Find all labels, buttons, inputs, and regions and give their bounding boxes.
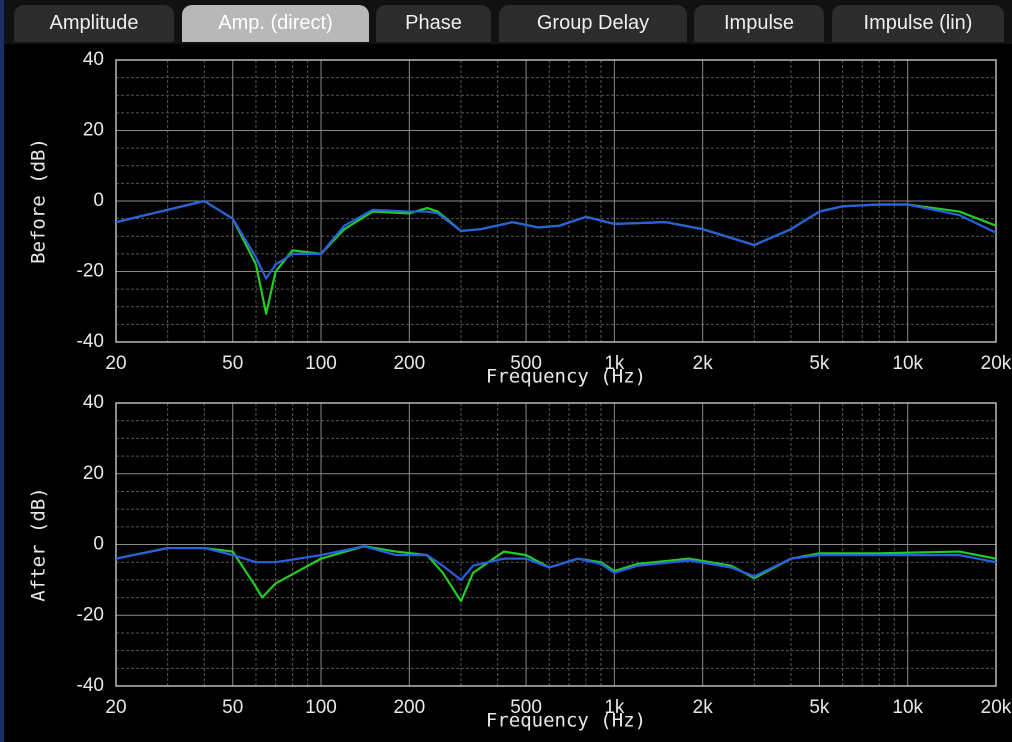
tab-bar: Amplitude Amp. (direct) Phase Group Delay Im… <box>4 0 1012 44</box>
x-axis-label: Frequency (Hz) <box>486 710 646 732</box>
y-tick-label: -40 <box>77 675 104 696</box>
x-tick-label: 20 <box>105 353 126 374</box>
x-tick-label: 20k <box>981 353 1012 374</box>
x-tick-label: 500 <box>510 697 542 718</box>
x-tick-label: 100 <box>305 353 337 374</box>
plot-border <box>115 402 997 687</box>
y-axis-label: After (dB) <box>28 487 50 601</box>
tab[interactable]: Group Delay <box>499 5 687 42</box>
y-tick-label: -20 <box>77 261 104 282</box>
y-tick-label: -40 <box>77 331 104 352</box>
x-tick-label: 50 <box>222 697 243 718</box>
x-tick-label: 1k <box>604 353 625 374</box>
x-tick-label: 2k <box>693 353 714 374</box>
y-tick-label: 20 <box>83 120 104 141</box>
charts: 20 50 100 200 500 1k 2k 5k 10k 20k-40-2002040Freq… <box>28 49 1012 732</box>
y-tick-label: 0 <box>93 190 104 211</box>
y-tick-label: 0 <box>93 534 104 555</box>
series-line <box>115 199 997 280</box>
series-line <box>115 545 997 581</box>
tab[interactable]: Amp. (direct) <box>182 5 369 42</box>
y-tick-label: -20 <box>77 604 104 625</box>
x-tick-label: 20 <box>105 697 126 718</box>
tab[interactable]: Amplitude <box>14 5 174 42</box>
x-tick-label: 50 <box>222 353 243 374</box>
x-tick-label: 10k <box>892 353 923 374</box>
x-tick-label: 20k <box>981 697 1012 718</box>
tab[interactable]: Phase <box>376 5 491 42</box>
x-tick-label: 200 <box>393 697 425 718</box>
y-tick-label: 40 <box>83 392 104 413</box>
x-tick-label: 5k <box>809 697 830 718</box>
tab[interactable]: Impulse (lin) <box>832 5 1004 42</box>
x-tick-label: 2k <box>693 697 714 718</box>
x-tick-label: 100 <box>305 697 337 718</box>
y-tick-label: 20 <box>83 463 104 484</box>
x-tick-label: 10k <box>892 697 923 718</box>
plot-border <box>115 59 997 343</box>
y-tick-label: 40 <box>83 49 104 70</box>
x-tick-label: 5k <box>809 353 830 374</box>
x-tick-label: 200 <box>393 353 425 374</box>
x-tick-label: 500 <box>510 353 542 374</box>
x-tick-label: 1k <box>604 697 625 718</box>
x-axis-label: Frequency (Hz) <box>486 366 646 388</box>
tab[interactable]: Impulse <box>694 5 824 42</box>
y-axis-label: Before (dB) <box>28 138 50 264</box>
